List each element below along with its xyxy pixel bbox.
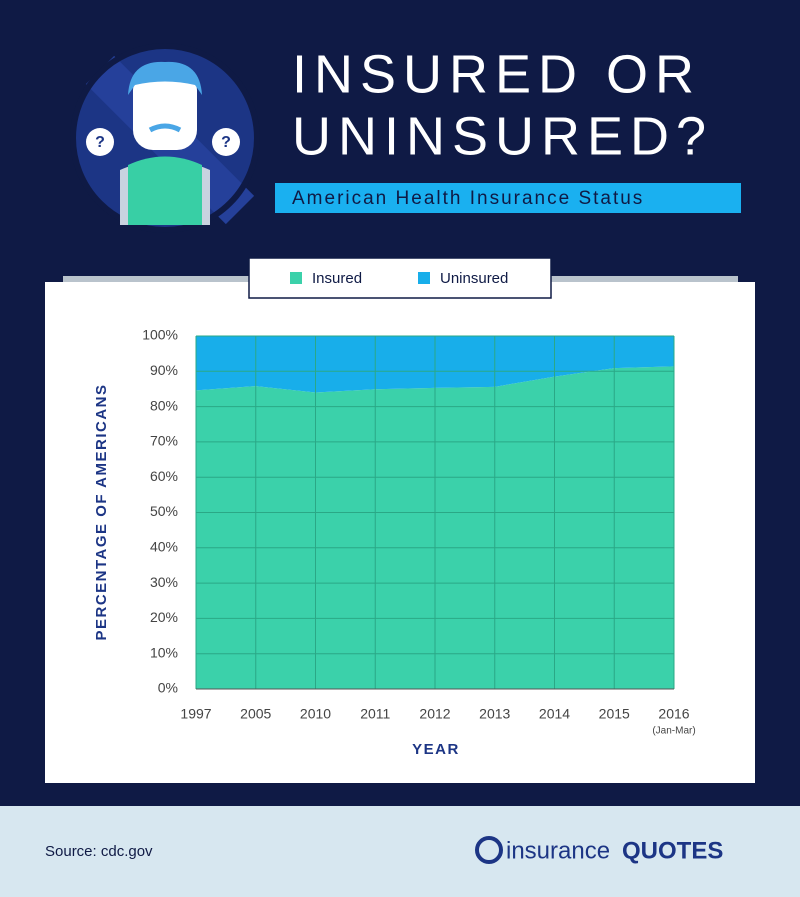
y-tick-label: 70%: [150, 433, 178, 449]
footer: [0, 806, 800, 897]
legend-swatch: [418, 272, 430, 284]
y-tick-label: 0%: [158, 680, 178, 696]
icon: [70, 43, 260, 233]
source: Source: cdc.gov: [45, 843, 153, 860]
legend-label: Insured: [312, 270, 362, 287]
subtitle: American Health Insurance Status: [292, 188, 644, 209]
x-tick-note: (Jan-Mar): [652, 726, 695, 737]
x-tick-label: 1997: [180, 706, 211, 722]
y-axis-label: PERCENTAGE OF AMERICANS: [93, 383, 110, 640]
legend-swatch: [290, 272, 302, 284]
subtitle-bar: [275, 183, 741, 213]
y-tick-label: 20%: [150, 609, 178, 625]
x-tick-label: 2012: [419, 706, 450, 722]
x-axis-label: YEAR: [412, 741, 460, 758]
x-tick-label: 2016: [658, 706, 689, 722]
title-line: UNINSURED?: [292, 106, 713, 166]
title-line: INSURED OR: [292, 44, 701, 104]
y-tick-label: 40%: [150, 539, 178, 555]
y-tick-label: 50%: [150, 503, 178, 519]
y-tick-label: 10%: [150, 644, 178, 660]
x-tick-label: 2005: [240, 706, 271, 722]
icon-question: ?: [95, 134, 105, 151]
y-tick-label: 60%: [150, 468, 178, 484]
x-tick-label: 2010: [300, 706, 331, 722]
y-tick-label: 90%: [150, 362, 178, 378]
y-tick-label: 30%: [150, 574, 178, 590]
logo-text: QUOTES: [622, 837, 723, 864]
x-tick-label: 2014: [539, 706, 570, 722]
logo-mark: [475, 836, 503, 864]
y-tick-label: 80%: [150, 397, 178, 413]
legend-label: Uninsured: [440, 270, 508, 287]
x-tick-label: 2013: [479, 706, 510, 722]
y-tick-label: 100%: [142, 327, 178, 343]
x-tick-label: 2011: [360, 706, 390, 722]
x-tick-label: 2015: [599, 706, 630, 722]
logo-text: insurance: [506, 837, 610, 864]
icon-question: ?: [221, 134, 231, 151]
